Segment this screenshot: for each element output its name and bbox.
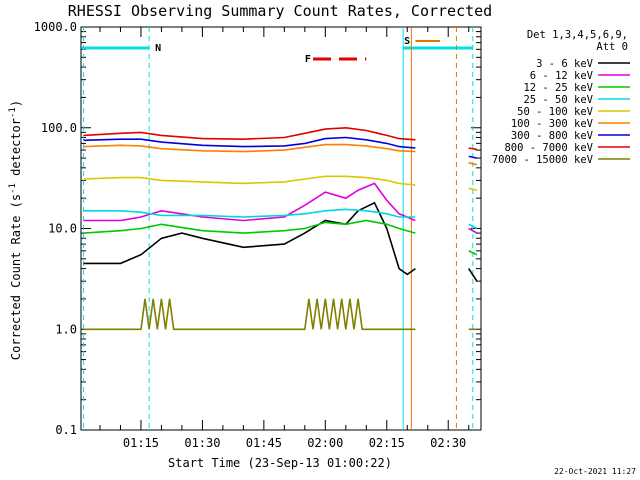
series-line [83,175,416,186]
y-tick-label: 1000.0 [34,20,77,34]
y-tick-label: 10.0 [48,222,77,236]
timestamp: 22-Oct-2021 11:27 [554,467,636,476]
series-line-after-gap [468,147,478,151]
y-tick-label: 0.1 [55,423,77,437]
plot-area: 0.1 1.0 10.0 100.0 1000.0 01:15 01:30 01:45 02:0… [34,20,482,450]
x-tick-label: 01:15 [123,436,159,450]
series-line-after-gap [468,227,478,234]
x-tick-label: 01:30 [184,436,220,450]
series-2 [83,182,478,234]
x-tick-label: 02:15 [369,436,405,450]
chart-title: RHESSI Observing Summary Count Rates, Co… [68,2,492,20]
y-axis-label-sup-2: -1 [8,107,18,118]
series-line [83,219,416,234]
series-line-after-gap [468,155,478,159]
legend-label: 800 - 7000 keV [504,142,593,154]
series-7 [83,136,478,159]
series-line-after-gap [468,187,478,191]
series-line [83,182,416,222]
y-axis-label-sup-1: -1 [8,183,18,194]
series-line [83,126,416,141]
legend-label: 300 - 800 keV [511,130,594,142]
legend-label: 25 - 50 keV [523,94,593,106]
y-axis-label-part-3: ) [9,100,23,107]
x-tick-label: 02:30 [430,436,466,450]
series-1 [83,201,478,282]
saa-label: S [404,36,410,47]
y-axis-label-part-1: Corrected Count Rate (s [9,194,23,360]
legend-title-line-2: Att 0 [596,41,628,53]
legend-label: 12 - 25 keV [523,82,593,94]
legend-label: 50 - 100 keV [517,106,594,118]
series-6 [83,143,478,166]
y-tick-label: 1.0 [55,322,77,336]
series-5 [83,175,478,191]
series-line-after-gap [468,161,478,166]
y-tick-label: 100.0 [41,121,77,135]
night-label: N [155,43,161,54]
y-axis-label: Corrected Count Rate (s-1 detector-1) [8,100,23,360]
x-axis-label: Start Time (23-Sep-13 01:00:22) [168,456,392,470]
series-line-after-gap [468,223,478,230]
series-line [83,201,416,276]
y-axis-label-part-2: detector [9,118,23,183]
series-line [83,298,416,331]
series-9 [83,298,477,331]
legend-title-line-1: Det 1,3,4,5,6,9, [527,29,628,41]
series-line [83,136,416,149]
series-4 [83,208,478,230]
legend-label: 3 - 6 keV [536,58,594,70]
legend-label: 100 - 300 keV [511,118,594,130]
series-line [83,143,416,153]
series-3 [83,219,478,256]
series-line-after-gap [468,250,478,256]
series-line [83,208,416,218]
series-8 [83,126,478,151]
x-tick-label: 02:00 [307,436,343,450]
series-line-after-gap [468,268,478,282]
x-tick-label: 01:45 [246,436,282,450]
legend-label: 6 - 12 keV [530,70,594,82]
flare-label: F [305,54,311,65]
legend-label: 7000 - 15000 keV [492,154,594,166]
